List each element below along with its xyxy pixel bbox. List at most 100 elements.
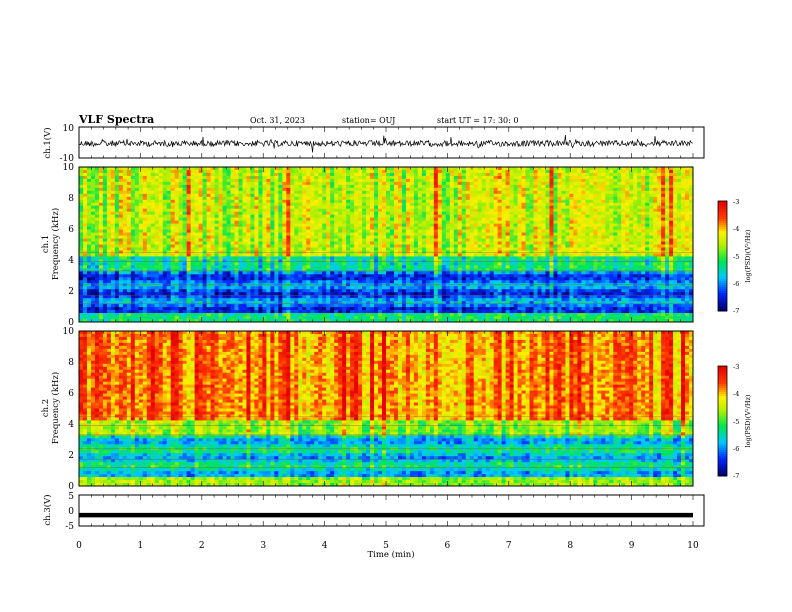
spectrogram-cell bbox=[397, 193, 403, 198]
spectrogram-cell bbox=[190, 208, 196, 213]
spectrogram-cell bbox=[669, 247, 674, 251]
spectrogram-cell bbox=[230, 205, 235, 210]
spectrogram-cell bbox=[393, 247, 399, 251]
spectrogram-cell bbox=[617, 211, 622, 216]
spectrogram-cell bbox=[537, 184, 542, 189]
spectrogram-cell bbox=[581, 184, 586, 189]
spectrogram-cell bbox=[541, 167, 546, 171]
spectrogram-cell bbox=[174, 244, 180, 248]
spectrogram-cell bbox=[561, 253, 566, 257]
spectrogram-cell bbox=[413, 167, 419, 171]
spectrogram-cell bbox=[214, 214, 219, 219]
spectrogram-cell bbox=[350, 172, 355, 177]
spectrogram-cell bbox=[565, 205, 570, 210]
spectrogram-cell bbox=[649, 214, 654, 219]
spectrogram-cell bbox=[382, 187, 387, 192]
spectrogram-cell bbox=[370, 214, 375, 219]
spectrogram-cell bbox=[501, 241, 507, 245]
spectrogram-cell bbox=[318, 220, 323, 225]
spectrogram-cell bbox=[262, 196, 267, 201]
spectrogram-cell bbox=[685, 241, 690, 245]
spectrogram-cell bbox=[142, 238, 148, 242]
spectrogram-cell bbox=[82, 226, 88, 230]
spectrogram-cell bbox=[130, 259, 136, 263]
spectrogram-cell bbox=[126, 199, 132, 204]
spectrogram-cell bbox=[545, 175, 550, 180]
spectrogram-cell bbox=[102, 247, 108, 251]
spectrogram-cell bbox=[142, 241, 148, 245]
spectrogram-cell bbox=[673, 167, 678, 171]
spectrogram-cell bbox=[254, 253, 259, 257]
spectrogram-cell bbox=[290, 202, 295, 207]
spectrogram-cell bbox=[661, 238, 666, 242]
spectrogram-cell bbox=[537, 193, 542, 198]
spectrogram-cell bbox=[397, 187, 403, 192]
spectrogram-cell bbox=[485, 196, 491, 201]
spectrogram-cell bbox=[346, 181, 351, 186]
spectrogram-cell bbox=[397, 259, 403, 263]
spectrogram-cell bbox=[489, 259, 495, 263]
spectrogram-cell bbox=[445, 193, 451, 198]
spectrogram-cell bbox=[234, 190, 239, 195]
spectrogram-cell bbox=[393, 208, 399, 213]
spectrogram-cell bbox=[569, 220, 574, 225]
spectrogram-cell bbox=[473, 235, 479, 239]
spectrogram-cell bbox=[334, 196, 339, 201]
spectrogram-cell bbox=[334, 241, 339, 245]
spectrogram-cell bbox=[262, 178, 267, 183]
spectrogram-cell bbox=[282, 235, 287, 239]
spectrogram-cell bbox=[613, 217, 618, 222]
spectrogram-cell bbox=[206, 253, 211, 257]
spectrogram-cell bbox=[182, 193, 188, 198]
spectrogram-cell bbox=[298, 208, 303, 213]
spectrogram-cell bbox=[150, 217, 156, 222]
spectrogram-cell bbox=[94, 241, 100, 245]
spectrogram-cell bbox=[322, 172, 327, 177]
spectrogram-cell bbox=[90, 223, 96, 228]
spectrogram-cell bbox=[565, 208, 570, 213]
spectrogram-cell bbox=[330, 178, 335, 183]
spectrogram-cell bbox=[409, 196, 415, 201]
spectrogram-cell bbox=[82, 232, 88, 236]
spectrogram-cell bbox=[673, 238, 678, 242]
spectrogram-cell bbox=[362, 241, 367, 245]
spectrogram-cell bbox=[601, 172, 606, 177]
spectrogram-cell bbox=[641, 235, 646, 239]
spectrogram-cell bbox=[529, 169, 534, 174]
spectrogram-cell bbox=[661, 217, 666, 222]
spectrogram-cell bbox=[681, 214, 686, 219]
spectrogram-cell bbox=[370, 208, 375, 213]
spectrogram-cell bbox=[150, 196, 156, 201]
spectrogram-cell bbox=[226, 256, 231, 260]
spectrogram-cell bbox=[246, 205, 251, 210]
spectrogram-cell bbox=[218, 235, 223, 239]
spectrogram-cell bbox=[158, 181, 164, 186]
spectrogram-cell bbox=[425, 217, 431, 222]
spectrogram-cell bbox=[581, 226, 586, 230]
spectrogram-cell bbox=[609, 190, 614, 195]
spectrogram-cell bbox=[106, 220, 112, 225]
spectrogram-cell bbox=[346, 190, 351, 195]
spectrogram-cell bbox=[114, 205, 120, 210]
spectrogram-cell bbox=[354, 196, 359, 201]
spectrogram-cell bbox=[593, 241, 598, 245]
spectrogram-cell bbox=[202, 256, 207, 260]
spectrogram-cell bbox=[441, 214, 447, 219]
spectrogram-cell bbox=[166, 196, 172, 201]
spectrogram-cell bbox=[118, 217, 124, 222]
spectrogram-cell bbox=[417, 235, 423, 239]
spectrogram-cell bbox=[581, 247, 586, 251]
spectrogram-cell bbox=[386, 211, 391, 216]
spectrogram-cell bbox=[557, 205, 562, 210]
spectrogram-cell bbox=[537, 178, 542, 183]
spectrogram-cell bbox=[79, 244, 84, 248]
spectrogram-cell bbox=[222, 208, 227, 213]
spectrogram-cell bbox=[158, 223, 164, 228]
spectrogram-cell bbox=[485, 208, 491, 213]
spectrogram-cell bbox=[441, 220, 447, 225]
spectrogram-cell bbox=[210, 178, 215, 183]
spectrogram-cell bbox=[138, 196, 144, 201]
spectrogram-cell bbox=[254, 214, 259, 219]
spectrogram-cell bbox=[681, 217, 686, 222]
spectrogram-cell bbox=[541, 211, 546, 216]
